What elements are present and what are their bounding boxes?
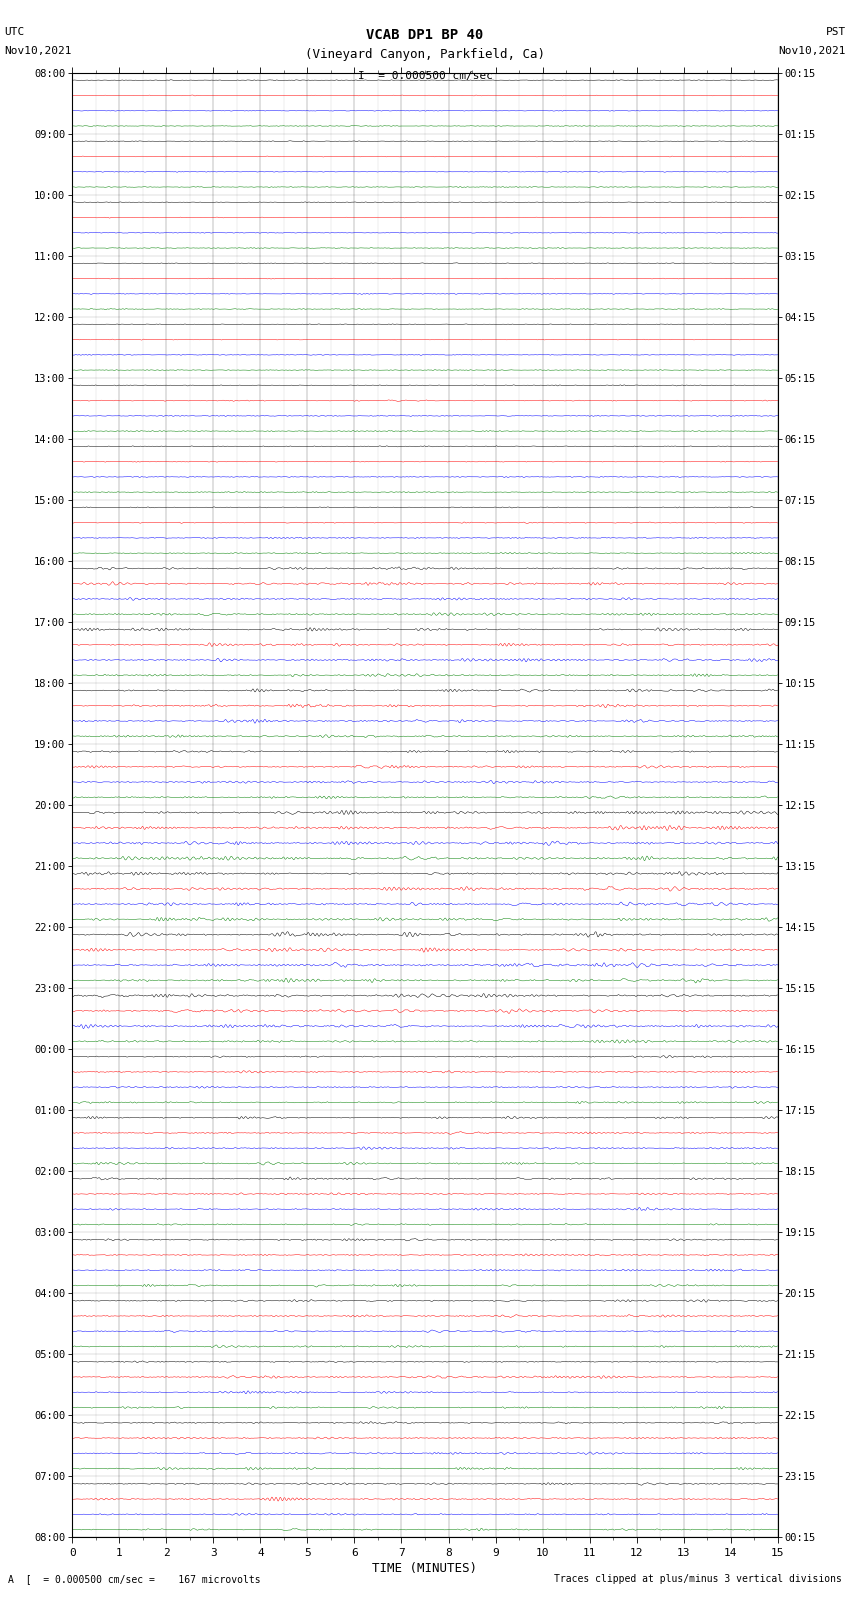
Text: PST: PST: [825, 27, 846, 37]
X-axis label: TIME (MINUTES): TIME (MINUTES): [372, 1561, 478, 1574]
Text: I  = 0.000500 cm/sec: I = 0.000500 cm/sec: [358, 71, 492, 81]
Text: Nov10,2021: Nov10,2021: [4, 47, 71, 56]
Text: Traces clipped at plus/minus 3 vertical divisions: Traces clipped at plus/minus 3 vertical …: [553, 1574, 842, 1584]
Text: Nov10,2021: Nov10,2021: [779, 47, 846, 56]
Text: A  [  = 0.000500 cm/sec =    167 microvolts: A [ = 0.000500 cm/sec = 167 microvolts: [8, 1574, 261, 1584]
Text: VCAB DP1 BP 40: VCAB DP1 BP 40: [366, 27, 484, 42]
Text: (Vineyard Canyon, Parkfield, Ca): (Vineyard Canyon, Parkfield, Ca): [305, 48, 545, 61]
Text: UTC: UTC: [4, 27, 25, 37]
